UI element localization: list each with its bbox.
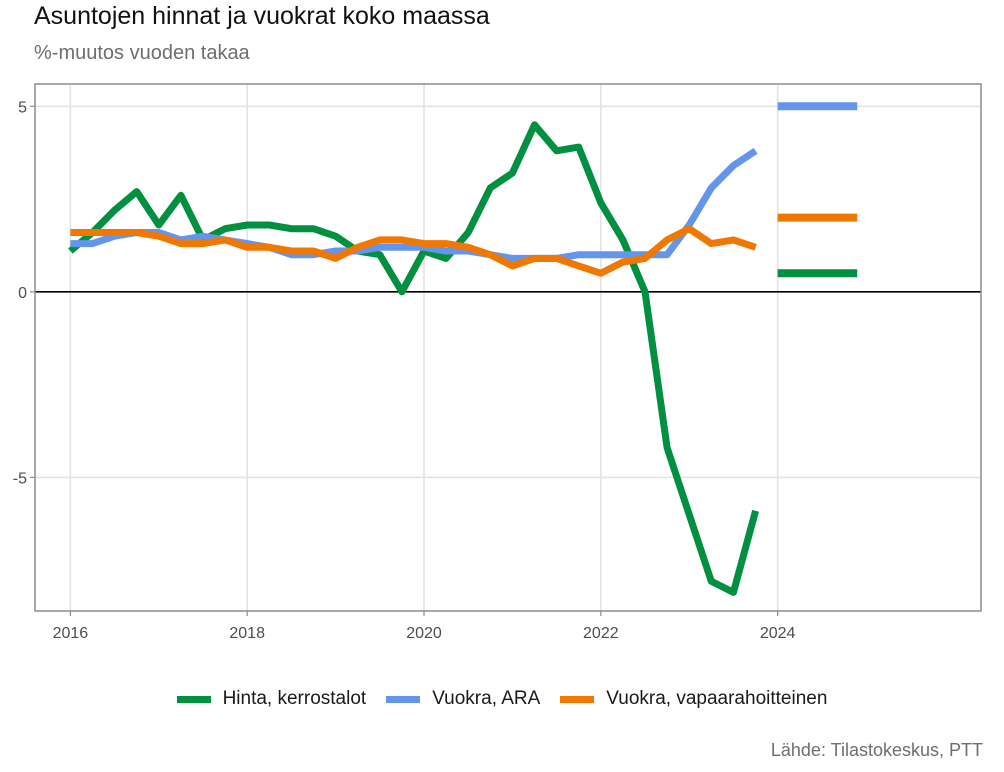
source-note: Lähde: Tilastokeskus, PTT	[770, 740, 983, 760]
legend-label-vuokra-vapaarahoitteinen: Vuokra, vapaarahoitteinen	[606, 688, 828, 709]
grid-lines	[35, 84, 981, 611]
legend-label-vuokra-ara: Vuokra, ARA	[432, 688, 541, 709]
series-line-2	[70, 225, 757, 277]
legend: Hinta, kerrostalot Vuokra, ARA Vuokra, v…	[0, 688, 1004, 710]
series-line-1	[70, 147, 758, 262]
legend-swatch-hinta	[176, 695, 211, 703]
x-tick-label: 2016	[53, 625, 89, 642]
y-tick-label: -5	[13, 470, 27, 487]
plot-frame	[34, 83, 982, 612]
legend-item-vuokra-vapaarahoitteinen: Vuokra, vapaarahoitteinen	[560, 688, 827, 710]
chart-title: Asuntojen hinnat ja vuokrat koko maassa	[34, 2, 490, 30]
x-tick-label: 2024	[760, 625, 796, 642]
series-lines	[68, 121, 759, 596]
x-tick-label: 2022	[583, 625, 619, 642]
end-markers	[777, 102, 858, 278]
series-line-0	[68, 121, 759, 596]
legend-item-hinta: Hinta, kerrostalot	[176, 688, 367, 710]
x-tick-label: 2020	[406, 625, 442, 642]
y-tick-label: 0	[18, 285, 27, 302]
y-tick-label: 5	[18, 99, 27, 116]
legend-swatch-vuokra-ara	[386, 695, 421, 703]
chart-subtitle: %-muutos vuoden takaa	[34, 42, 250, 64]
axis-ticks: 2016 2018 2020 2022 2024 5 0 -5	[13, 99, 796, 642]
line-chart: 2016 2018 2020 2022 2024 5 0 -5	[13, 83, 982, 642]
legend-swatch-vuokra-vapaarahoitteinen	[560, 695, 595, 703]
legend-label-hinta: Hinta, kerrostalot	[222, 688, 367, 709]
x-tick-label: 2018	[229, 625, 265, 642]
legend-item-vuokra-ara: Vuokra, ARA	[386, 688, 540, 710]
